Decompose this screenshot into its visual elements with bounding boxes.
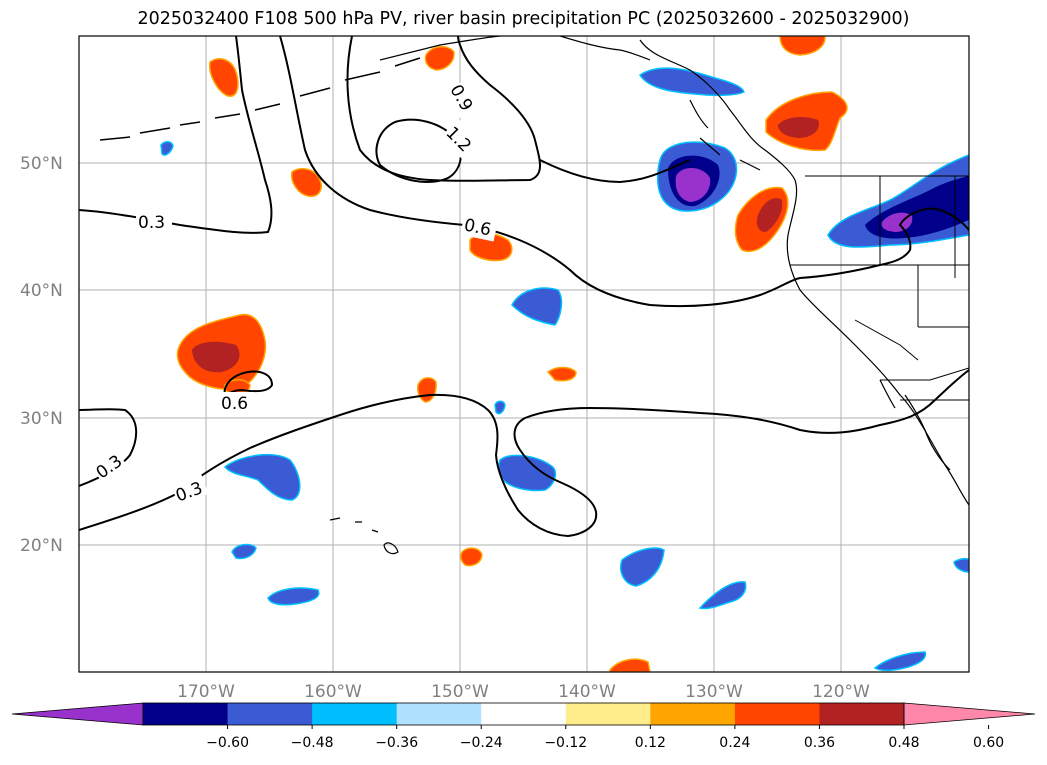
- colorbar-swatch: [734, 703, 820, 725]
- colorbar-tick-label: −0.48: [291, 735, 334, 751]
- plot-frame: [78, 35, 970, 673]
- lon-label: 120°W: [812, 682, 870, 702]
- precip-blob: [209, 58, 239, 97]
- precip-blob: [546, 366, 577, 382]
- colorbar-tick-label: 0.12: [635, 735, 666, 751]
- contour-label: 0.3: [138, 213, 165, 233]
- colorbar-tick-label: −0.36: [375, 735, 418, 751]
- colorbar-tick-label: 0.60: [973, 735, 1004, 751]
- precip-blob: [609, 658, 651, 672]
- colorbar-swatch: [396, 703, 482, 725]
- colorbar-swatch: [227, 703, 313, 725]
- precip-blob: [160, 141, 174, 156]
- colorbar-swatch: [565, 703, 651, 725]
- precip-blob: [494, 400, 506, 415]
- precip-blob: [756, 198, 783, 232]
- colorbar-swatch: [143, 703, 229, 725]
- precip-blob: [675, 167, 711, 202]
- colorbar-frame: [142, 702, 905, 726]
- precip-blob: [511, 287, 563, 326]
- lon-label: 170°W: [177, 682, 235, 702]
- precip-blob: [460, 547, 483, 567]
- colorbar-swatch: [312, 703, 398, 725]
- precip-blob: [223, 453, 301, 501]
- graticule: [79, 36, 969, 672]
- colorbar-tick-label: −0.12: [544, 735, 587, 751]
- alaska-coast: [379, 36, 651, 61]
- precip-blob: [620, 547, 665, 587]
- precip-blob: [953, 557, 969, 573]
- pv-contour-0.6-west: [223, 370, 274, 399]
- pv-contour-0.3-south: [79, 369, 969, 538]
- coastlines: [99, 36, 969, 555]
- colorbar-extend-high: [903, 702, 1036, 726]
- contour-label: 0.6: [221, 394, 248, 414]
- bc-islands: [689, 99, 761, 171]
- precip-blob: [778, 117, 819, 138]
- lon-label: 150°W: [431, 682, 489, 702]
- colorbar: −0.60 −0.48 −0.36 −0.24 −0.12 0.12 0.24 0.36 0.4…: [11, 702, 1036, 751]
- lat-label: 50°N: [20, 154, 63, 174]
- precip-blob: [698, 581, 747, 610]
- colorbar-tick-label: 0.24: [719, 735, 750, 751]
- precip-negative-areas: [160, 67, 969, 672]
- precip-blob: [231, 543, 257, 560]
- lon-label: 160°W: [304, 682, 362, 702]
- colorbar-tick-label: 0.36: [804, 735, 835, 751]
- precip-blob: [873, 651, 927, 672]
- precip-blob: [192, 341, 240, 373]
- precip-blob: [290, 167, 322, 198]
- colorbar-swatch: [481, 703, 567, 725]
- pv-contour-0.9: [346, 36, 691, 184]
- aleutian-islands: [99, 57, 421, 141]
- colorbar-swatch: [650, 703, 736, 725]
- precip-blob: [638, 67, 745, 97]
- lat-label: 40°N: [20, 281, 63, 301]
- lat-label: 30°N: [20, 409, 63, 429]
- colorbar-tick-label: −0.60: [206, 735, 249, 751]
- colorbar-tick-label: 0.48: [888, 735, 919, 751]
- precip-blob: [424, 46, 455, 71]
- map-title: 2025032400 F108 500 hPa PV, river basin …: [137, 9, 910, 29]
- precip-blob: [881, 212, 913, 232]
- hawaii-islands: [329, 517, 399, 555]
- lon-label: 130°W: [685, 682, 743, 702]
- colorbar-extend-low: [11, 702, 144, 726]
- precip-blob: [267, 587, 320, 606]
- precip-positive-areas: [176, 36, 848, 672]
- pv-contour-0.6-north: [279, 36, 969, 308]
- na-coastline: [639, 39, 969, 506]
- colorbar-tick-label: −0.24: [460, 735, 503, 751]
- baja-coast: [879, 379, 951, 471]
- lon-label: 140°W: [558, 682, 616, 702]
- lat-label: 20°N: [20, 536, 63, 556]
- precip-blob: [779, 36, 826, 56]
- colorbar-swatch: [819, 703, 905, 725]
